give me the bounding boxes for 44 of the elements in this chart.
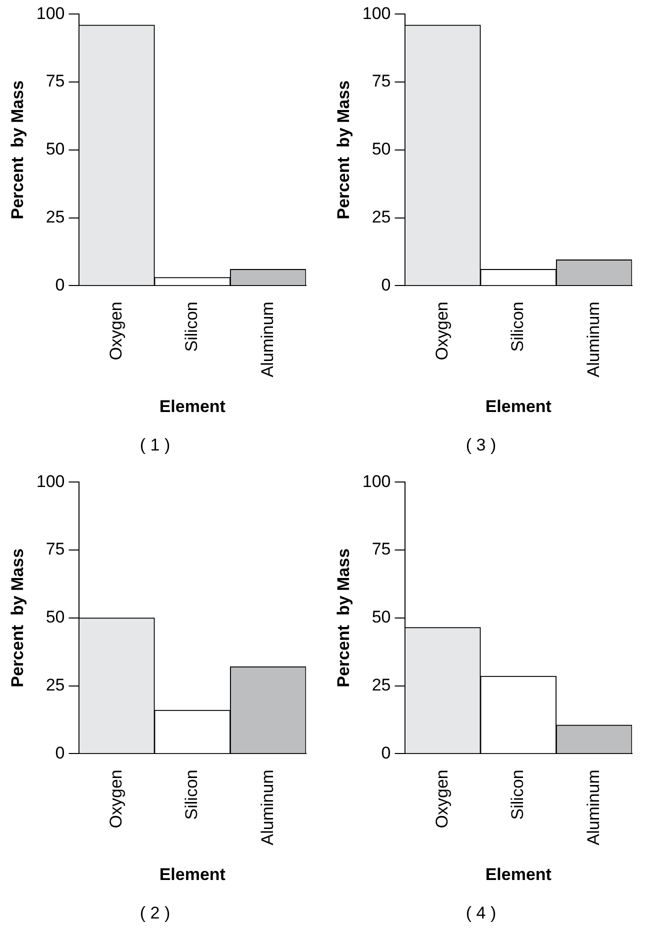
x-axis-title: Element — [485, 397, 552, 416]
x-axis-title: Element — [159, 397, 226, 416]
x-tick-label: Silicon — [182, 302, 202, 352]
y-tick-label: 0 — [381, 275, 391, 294]
y-tick-label: 25 — [372, 207, 391, 226]
y-tick-label: 0 — [55, 275, 65, 294]
y-tick-label: 100 — [36, 4, 65, 23]
y-tick-label: 50 — [372, 140, 391, 159]
x-axis-title: Element — [159, 865, 226, 884]
y-axis-title: Percent by Mass — [334, 80, 353, 220]
x-tick-label: Aluminum — [258, 770, 277, 846]
x-tick-label: Silicon — [508, 770, 528, 820]
y-tick-label: 50 — [46, 140, 65, 159]
y-tick-label: 50 — [372, 608, 391, 627]
y-tick-label: 75 — [46, 540, 65, 559]
x-tick-label: Oxygen — [432, 770, 452, 828]
x-tick-label: Oxygen — [432, 302, 452, 360]
y-tick-label: 0 — [381, 743, 391, 762]
y-tick-label: 100 — [362, 472, 391, 491]
y-tick-label: 0 — [55, 743, 65, 762]
x-tick-label: Silicon — [182, 770, 202, 820]
text: ( 3 ) — [466, 435, 496, 454]
x-tick-label: Aluminum — [584, 770, 603, 846]
x-tick-label: Oxygen — [106, 770, 126, 828]
y-tick-label: 25 — [46, 675, 65, 694]
y-tick-label: 25 — [372, 675, 391, 694]
y-tick-label: 75 — [46, 72, 65, 91]
y-tick-label: 75 — [372, 540, 391, 559]
y-tick-label: 75 — [372, 72, 391, 91]
y-tick-label: 25 — [46, 207, 65, 226]
y-tick-label: 50 — [46, 608, 65, 627]
x-tick-label: Aluminum — [258, 302, 277, 378]
x-tick-label: Oxygen — [106, 302, 126, 360]
text: ( 2 ) — [140, 903, 170, 922]
y-tick-label: 100 — [36, 472, 65, 491]
text: ( 4 ) — [466, 903, 496, 922]
x-axis-title: Element — [485, 865, 552, 884]
y-tick-label: 100 — [362, 4, 391, 23]
x-tick-label: Silicon — [508, 302, 528, 352]
text: ( 1 ) — [140, 435, 170, 454]
y-axis-title: Percent by Mass — [334, 548, 353, 688]
x-tick-label: Aluminum — [584, 302, 603, 378]
y-axis-title: Percent by Mass — [8, 548, 27, 688]
y-axis-title: Percent by Mass — [8, 80, 27, 220]
